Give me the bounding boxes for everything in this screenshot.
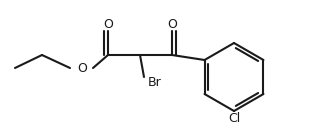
Text: O: O	[167, 18, 177, 30]
Text: Cl: Cl	[228, 112, 240, 126]
Text: Br: Br	[148, 76, 162, 89]
Text: O: O	[77, 61, 87, 75]
Text: O: O	[103, 18, 113, 30]
